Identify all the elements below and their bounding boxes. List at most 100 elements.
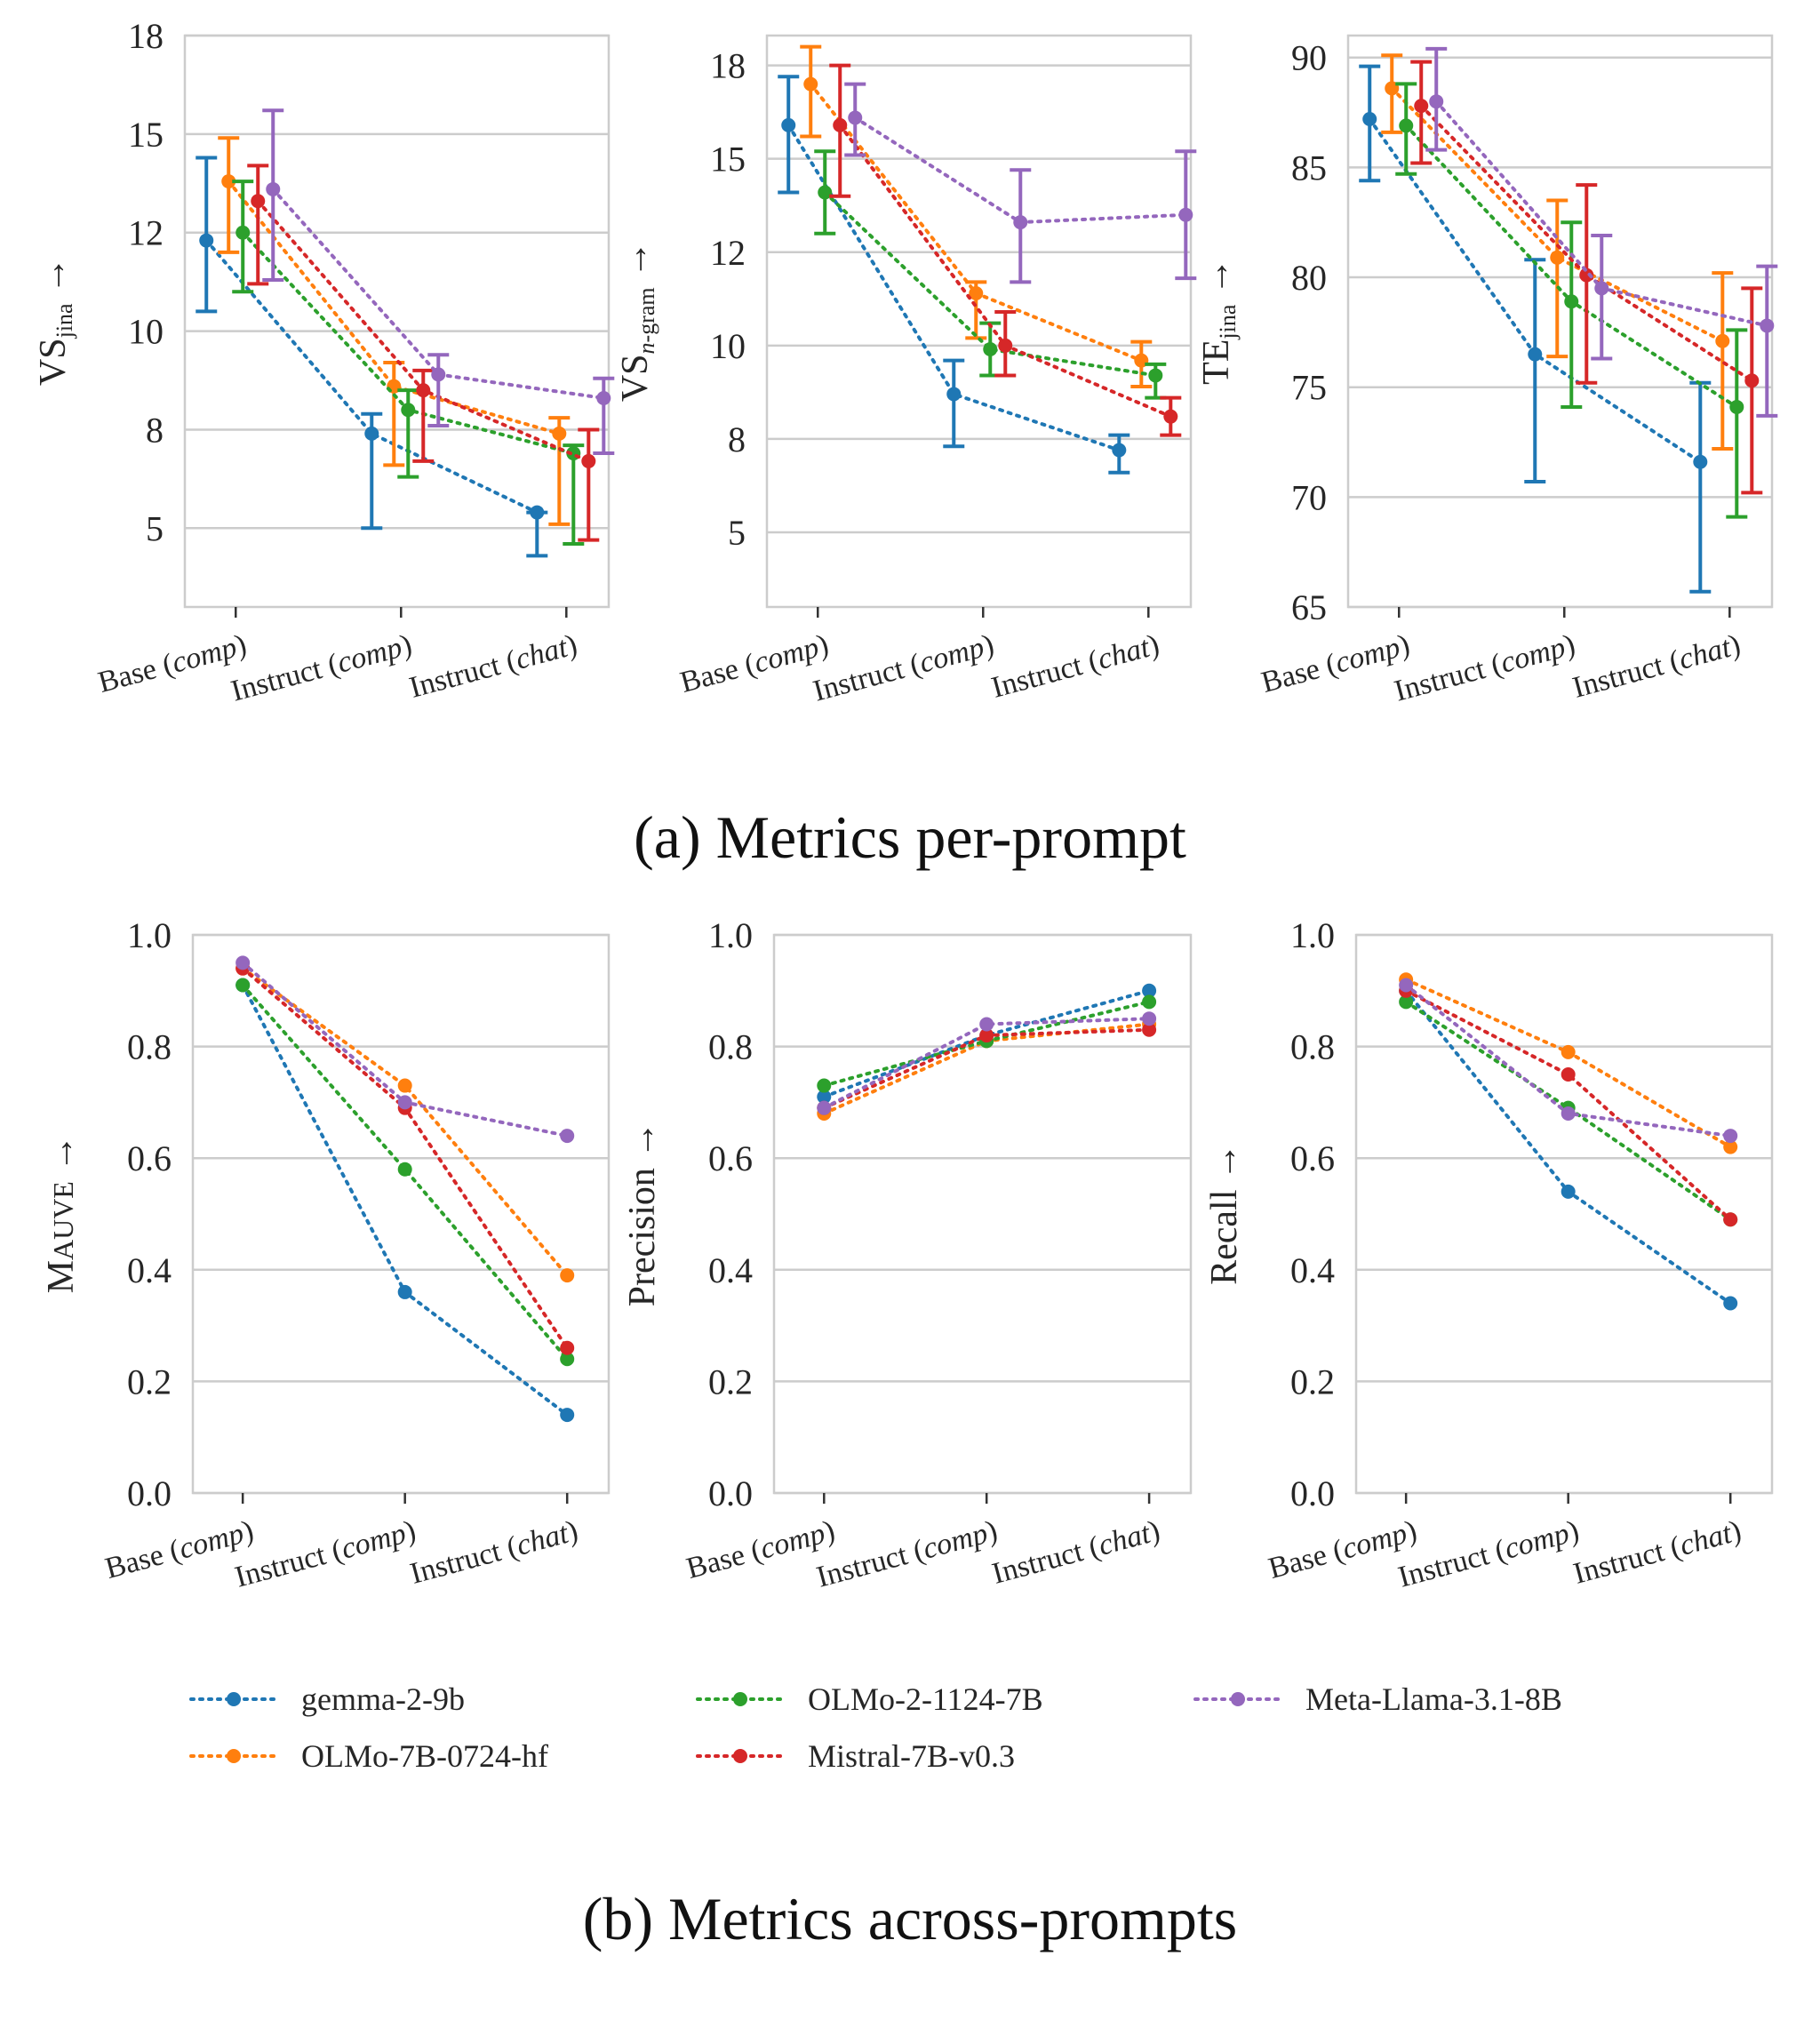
y-tick-label: 5	[146, 508, 164, 548]
axes-frame	[765, 34, 1193, 609]
x-tick-label: Instruct (chat)	[406, 628, 581, 705]
series-line	[1404, 988, 1733, 1222]
series-OLMo-7B-0724-hf	[235, 961, 575, 1283]
y-tick-label: 12	[710, 233, 746, 273]
series-line	[1404, 978, 1733, 1149]
y-tick-label: 5	[728, 513, 746, 553]
series-gemma-2-9b	[778, 75, 1130, 475]
data-point	[581, 453, 596, 468]
y-tick-label: 12	[128, 213, 164, 253]
data-point	[1723, 1129, 1738, 1144]
y-tick-label: 0.4	[1290, 1250, 1335, 1290]
data-point	[817, 1100, 832, 1115]
data-point	[1561, 1106, 1576, 1121]
x-tick-label: Base (comp)	[102, 1514, 258, 1585]
legend-marker	[227, 1692, 241, 1706]
y-tick-label: 8	[146, 410, 164, 450]
y-axis-label: TEjina →	[1196, 258, 1241, 385]
data-point	[1399, 978, 1414, 993]
y-tick-label: 0.2	[1290, 1361, 1335, 1401]
data-point	[1112, 443, 1127, 458]
data-point	[818, 185, 833, 200]
data-point	[979, 1017, 994, 1032]
series-Meta-Llama-3.1-8B	[262, 108, 615, 456]
data-point	[1715, 333, 1730, 348]
x-tick-label: Instruct (chat)	[1569, 628, 1744, 705]
legend-label: gemma-2-9b	[301, 1681, 465, 1717]
data-point	[1594, 281, 1609, 296]
data-point	[221, 174, 236, 189]
series-OLMo-2-1124-7B	[235, 978, 575, 1367]
y-tick-label: 1.0	[1290, 915, 1335, 955]
legend-marker	[733, 1749, 747, 1763]
series-Meta-Llama-3.1-8B	[844, 82, 1197, 284]
data-point	[560, 1340, 575, 1355]
data-point	[1429, 94, 1444, 109]
data-point	[401, 403, 416, 418]
series-OLMo-7B-0724-hf	[1399, 972, 1738, 1154]
y-tick-label: 0.0	[127, 1473, 172, 1513]
y-tick-label: 18	[128, 16, 164, 56]
data-point	[1693, 454, 1708, 469]
y-axis-label: VSn-gram →	[615, 241, 659, 402]
data-point	[1723, 1212, 1738, 1227]
data-point	[560, 1352, 575, 1367]
y-tick-label: 10	[710, 326, 746, 366]
data-point	[781, 117, 796, 132]
x-tick-label: Instruct (comp)	[1395, 1514, 1583, 1594]
series-Meta-Llama-3.1-8B	[235, 955, 575, 1144]
data-point	[1414, 99, 1429, 114]
series-line	[241, 966, 570, 1278]
series-gemma-2-9b	[235, 978, 575, 1423]
data-point	[560, 1129, 575, 1144]
data-point	[1729, 399, 1744, 414]
x-tick-label: Instruct (chat)	[407, 1514, 582, 1591]
data-point	[530, 505, 545, 520]
y-tick-label: 0.8	[127, 1027, 172, 1067]
axes-frame	[1346, 34, 1774, 609]
data-point	[817, 1090, 832, 1105]
series-Mistral-7B-v0.3	[247, 164, 600, 542]
data-point	[1564, 294, 1579, 309]
data-point	[946, 387, 962, 402]
legend-item: OLMo-2-1124-7B	[696, 1681, 1043, 1717]
series-gemma-2-9b	[1359, 64, 1712, 594]
series-line	[204, 238, 539, 515]
data-point	[1142, 983, 1157, 998]
axes-frame	[191, 933, 611, 1495]
chart-a2: 5 8 10 12 15 18 Base (comp)Instruct (comp)Inst…	[615, 34, 1197, 708]
data-point	[1362, 111, 1377, 126]
series-line	[227, 180, 562, 435]
data-point	[1744, 373, 1760, 388]
x-tick-label: Base (comp)	[1258, 628, 1414, 699]
data-point	[364, 426, 379, 441]
chart-a3: 65 70 75 80 85 90 Base (comp)Instruct (comp)In…	[1196, 34, 1778, 708]
series-Meta-Llama-3.1-8B	[1425, 46, 1778, 418]
y-tick-label: 0.8	[1290, 1027, 1335, 1067]
y-tick-label: 0.6	[708, 1138, 753, 1178]
data-point	[1579, 267, 1594, 283]
caption-a: (a) Metrics per-prompt	[634, 803, 1186, 871]
data-point	[1561, 1067, 1576, 1082]
data-point	[1163, 409, 1178, 424]
caption-b: (b) Metrics across-prompts	[583, 1885, 1237, 1952]
data-point	[1399, 994, 1414, 1010]
data-point	[1142, 1022, 1157, 1037]
series-line	[823, 190, 1158, 378]
axes-frame	[772, 933, 1193, 1495]
y-axis-label: Recall →	[1204, 1143, 1245, 1285]
data-point	[1178, 207, 1193, 222]
x-tick-label: Instruct (chat)	[989, 1514, 1164, 1591]
series-OLMo-2-1124-7B	[817, 994, 1157, 1093]
data-point	[397, 1095, 412, 1110]
data-point	[266, 181, 281, 196]
y-tick-label: 18	[710, 46, 746, 86]
series-OLMo-2-1124-7B	[1395, 82, 1748, 519]
x-tick-label: Base (comp)	[95, 628, 251, 699]
series-line	[1390, 86, 1725, 343]
series-OLMo-7B-0724-hf	[800, 44, 1153, 389]
data-point	[1013, 215, 1028, 230]
series-line	[822, 1017, 1152, 1110]
x-tick-label: Instruct (comp)	[232, 1514, 419, 1594]
